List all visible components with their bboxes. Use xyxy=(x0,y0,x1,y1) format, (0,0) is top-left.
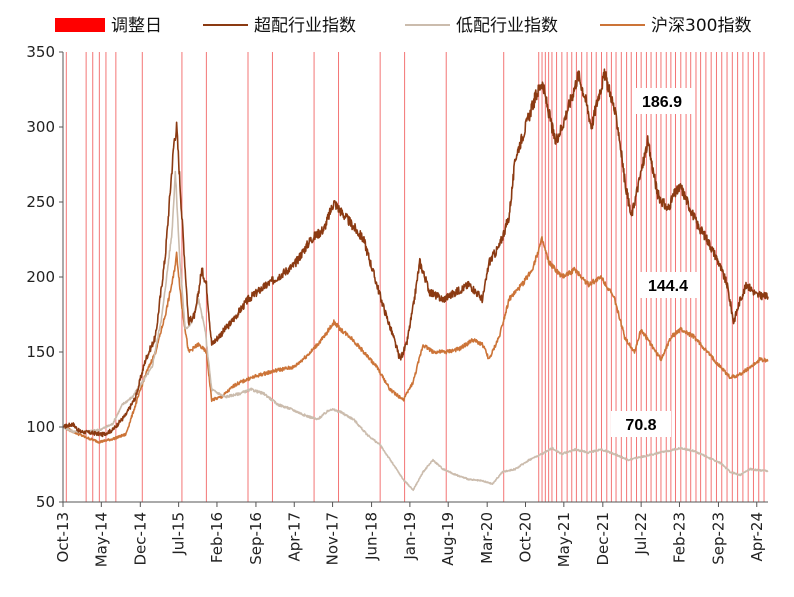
legend-label: 低配行业指数 xyxy=(456,16,558,36)
y-tick-label: 300 xyxy=(26,118,55,136)
x-tick-label: Oct-13 xyxy=(54,512,72,562)
x-tick-label: May-14 xyxy=(92,512,110,567)
legend-label: 超配行业指数 xyxy=(254,16,356,36)
series-line xyxy=(62,170,769,492)
legend-label: 沪深300指数 xyxy=(651,16,751,36)
x-tick-label: Dec-21 xyxy=(594,512,612,566)
x-tick-label: Apr-24 xyxy=(748,512,766,562)
x-tick-label: Feb-23 xyxy=(670,512,688,563)
y-tick-label: 50 xyxy=(36,493,55,511)
x-tick-label: Sep-23 xyxy=(709,512,727,565)
end-label: 186.9 xyxy=(642,94,682,111)
x-tick-label: Jul-22 xyxy=(632,512,650,556)
x-ticks: Oct-13 May-14 Dec-14 Jul-15 Feb-16 Sep-16 Apr-… xyxy=(54,502,766,567)
y-tick-label: 200 xyxy=(26,268,55,286)
legend: 调整日 超配行业指数 低配行业指数 沪深300指数 xyxy=(55,16,751,36)
x-tick-label: Nov-17 xyxy=(324,512,342,565)
y-tick-label: 250 xyxy=(26,193,55,211)
end-label-box xyxy=(632,88,692,114)
legend-label: 调整日 xyxy=(111,16,162,36)
series-line xyxy=(62,68,769,438)
x-tick-label: Mar-20 xyxy=(478,512,496,564)
x-tick-label: Jun-18 xyxy=(363,512,381,561)
x-tick-label: Feb-16 xyxy=(208,512,226,563)
series-lines xyxy=(62,68,769,492)
end-label-box xyxy=(611,411,671,437)
y-ticks: 50 100 150 200 250 300 350 xyxy=(26,43,63,511)
legend-swatch xyxy=(55,18,105,32)
end-label-box xyxy=(638,272,698,298)
end-label: 70.8 xyxy=(625,417,656,434)
y-tick-label: 350 xyxy=(26,43,55,61)
x-tick-label: Sep-16 xyxy=(247,512,265,565)
end-label: 144.4 xyxy=(648,278,688,295)
series-line xyxy=(62,235,769,444)
x-tick-label: Aug-19 xyxy=(439,512,457,566)
x-tick-label: Jul-15 xyxy=(170,512,188,556)
y-tick-label: 150 xyxy=(26,343,55,361)
x-tick-label: Dec-14 xyxy=(131,512,149,566)
x-tick-label: Jan-19 xyxy=(401,512,419,561)
x-tick-label: May-21 xyxy=(555,512,573,567)
end-labels: 186.9 70.8 144.4 xyxy=(611,88,698,437)
x-tick-label: Apr-17 xyxy=(285,512,303,562)
y-tick-label: 100 xyxy=(26,418,55,436)
x-tick-label: Oct-20 xyxy=(517,512,535,562)
